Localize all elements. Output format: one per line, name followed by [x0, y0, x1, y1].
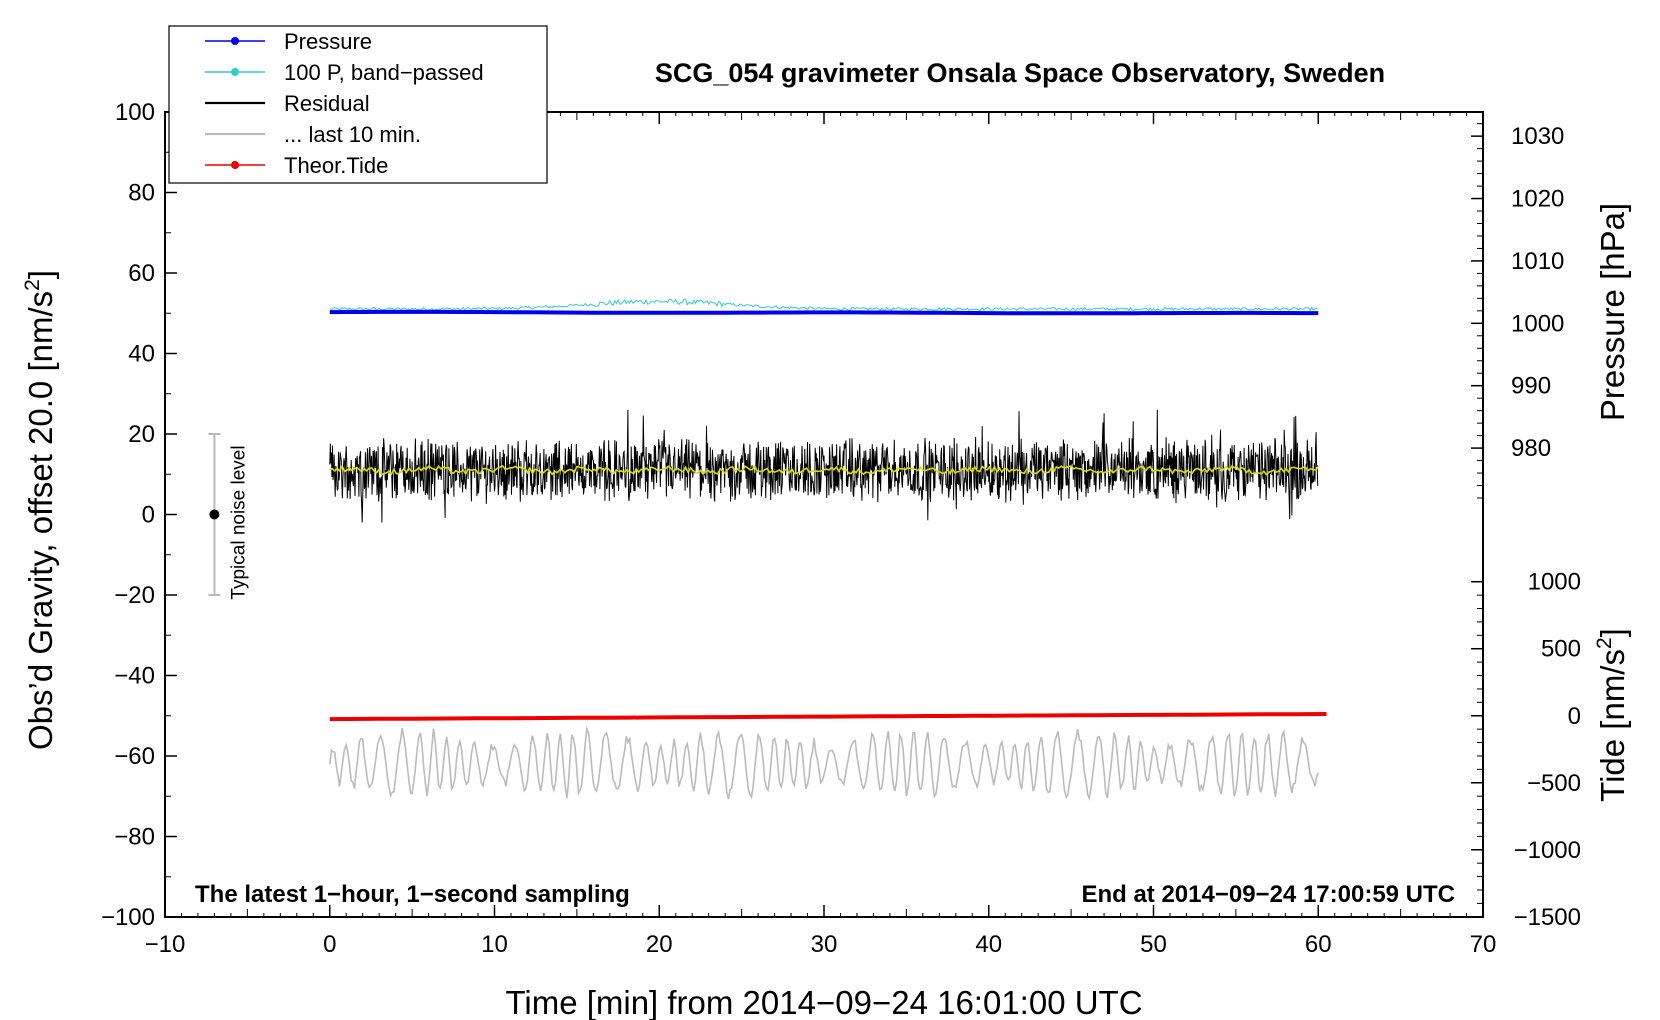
series-last10min-line — [329, 725, 1320, 802]
tide-tick-label: −1000 — [1514, 837, 1581, 864]
pressure-tick-label: 1010 — [1511, 248, 1564, 275]
noise-bar-center-dot — [209, 509, 220, 520]
x-tick-label: 10 — [481, 931, 508, 958]
pressure-tick-label: 990 — [1511, 373, 1551, 400]
legend-label: Theor.Tide — [284, 153, 388, 178]
pressure-axis-title: Pressure [hPa] — [1594, 203, 1631, 421]
x-tick-label: 20 — [646, 931, 673, 958]
pressure-axis-ticks: 980 990 1000 1010 1020 1030 — [1471, 123, 1564, 499]
series-tide-line — [329, 712, 1327, 722]
legend-label: Pressure — [284, 29, 372, 54]
y-axis-left-title: Obs’d Gravity, offset 20.0 [nm/s2] — [21, 270, 59, 750]
y-left-tick-label: 0 — [142, 502, 155, 529]
tide-tick-label: 500 — [1541, 636, 1581, 663]
y-left-tick-label: −20 — [114, 582, 155, 609]
y-left-tick-label: 20 — [128, 421, 155, 448]
y-axis-left-ticks: −100 −80 −60 −40 −20 0 20 40 60 80 100 — [101, 99, 177, 931]
end-time-note: End at 2014−09−24 17:00:59 UTC — [1081, 881, 1455, 908]
legend-label: Residual — [284, 91, 370, 116]
y-left-tick-label: 100 — [115, 99, 155, 126]
legend-entries: Pressure 100 P, band−passed Residual ... la… — [205, 29, 484, 178]
x-axis-ticks: −10 0 10 20 30 40 50 60 70 — [145, 112, 1497, 958]
tide-axis-ticks: −1500 −1000 −500 0 500 1000 — [1471, 569, 1581, 931]
legend-marker — [231, 68, 239, 76]
y-axis-left-title-main: Obs’d Gravity, offset 20.0 [nm/s — [22, 291, 59, 750]
x-axis-title: Time [min] from 2014−09−24 16:01:00 UTC — [505, 984, 1142, 1020]
tide-tick-label: 0 — [1568, 703, 1581, 730]
tide-axis-title-close: ] — [1594, 628, 1631, 637]
y-left-tick-label: −80 — [114, 824, 155, 851]
pressure-tick-label: 1020 — [1511, 186, 1564, 213]
noise-level-bar — [208, 433, 221, 596]
chart-title: SCG_054 gravimeter Onsala Space Observat… — [655, 58, 1385, 88]
x-tick-label: −10 — [145, 931, 186, 958]
noise-level-label: Typical noise level — [228, 445, 249, 599]
series-layer — [329, 298, 1327, 802]
y-left-tick-label: 40 — [128, 341, 155, 368]
pressure-tick-label: 1030 — [1511, 123, 1564, 150]
legend-label: 100 P, band−passed — [284, 60, 484, 85]
tide-tick-label: 1000 — [1528, 569, 1581, 596]
series-residual-smoothed-line — [329, 464, 1319, 476]
y-axis-left-title-close: ] — [22, 270, 59, 279]
y-left-tick-label: −40 — [114, 663, 155, 690]
x-tick-label: 40 — [975, 931, 1002, 958]
tide-tick-label: −1500 — [1514, 904, 1581, 931]
legend: Pressure 100 P, band−passed Residual ... la… — [168, 25, 548, 184]
legend-label: ... last 10 min. — [284, 122, 421, 147]
sampling-note: The latest 1−hour, 1−second sampling — [195, 881, 630, 908]
x-tick-label: 0 — [323, 931, 336, 958]
legend-marker — [231, 37, 239, 45]
tide-axis-title-main: Tide [nm/s — [1594, 649, 1631, 802]
y-left-tick-label: −100 — [101, 904, 155, 931]
y-left-tick-label: 60 — [128, 260, 155, 287]
x-tick-label: 70 — [1470, 931, 1497, 958]
legend-box — [168, 25, 548, 184]
legend-marker — [231, 161, 239, 169]
y-left-tick-label: 80 — [128, 180, 155, 207]
series-residual-line — [329, 409, 1319, 523]
pressure-tick-label: 980 — [1511, 435, 1551, 462]
tide-tick-label: −500 — [1527, 770, 1581, 797]
y-axis-left-title-sup: 2 — [21, 279, 44, 291]
pressure-tick-label: 1000 — [1511, 310, 1564, 337]
x-tick-label: 30 — [811, 931, 838, 958]
tide-axis-title-sup: 2 — [1593, 637, 1616, 649]
y-left-tick-label: −60 — [114, 743, 155, 770]
series-bandpassed-line — [329, 298, 1319, 312]
x-tick-label: 60 — [1305, 931, 1332, 958]
tide-axis-title: Tide [nm/s2] — [1593, 628, 1631, 802]
x-tick-label: 50 — [1140, 931, 1167, 958]
series-pressure-line — [329, 309, 1319, 316]
